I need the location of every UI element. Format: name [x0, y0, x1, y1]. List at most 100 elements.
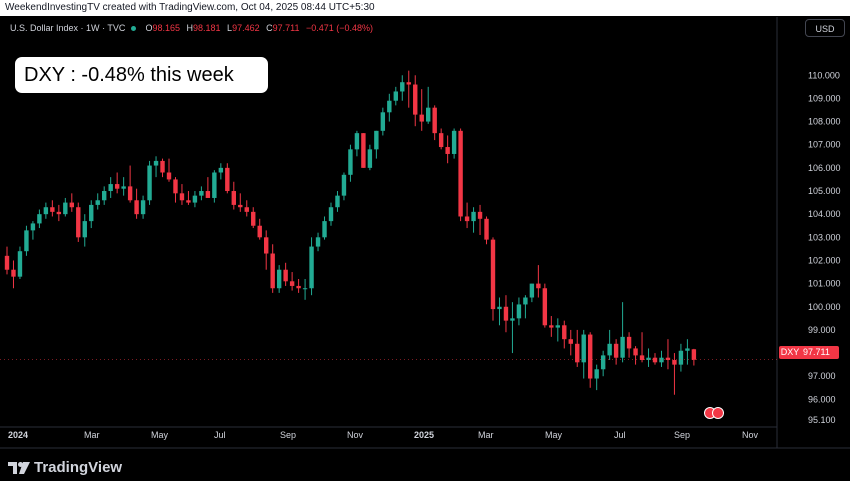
time-axis[interactable]: 2024 Mar May Jul Sep Nov 2025 Mar May Jul Sep Nov — [8, 430, 759, 440]
open-label: O — [145, 23, 153, 33]
candle-body — [348, 149, 353, 175]
candle-body — [114, 184, 120, 189]
candle-body — [251, 211, 256, 226]
candle-body — [432, 107, 437, 134]
candle-body — [581, 334, 586, 363]
candle-body — [458, 130, 463, 217]
candle-body — [678, 350, 684, 365]
candle-series — [0, 70, 777, 395]
candle-body — [426, 107, 431, 122]
candle-body — [335, 195, 340, 208]
candle-body — [212, 172, 217, 198]
candle-body — [536, 283, 541, 289]
candle-body — [380, 112, 386, 131]
y-tick-label: 103.000 — [808, 232, 841, 242]
candle-body — [309, 246, 314, 289]
candle-body — [659, 357, 664, 363]
candle-body — [283, 269, 288, 282]
candle-body — [665, 357, 671, 361]
candle-body — [121, 186, 126, 189]
symbol-interval: 1W — [86, 23, 100, 33]
y-tick-label: 108.000 — [808, 117, 841, 127]
y-tick-label: 104.000 — [808, 209, 841, 219]
candle-body — [140, 200, 146, 215]
candle-body — [238, 204, 243, 208]
y-tick-label: 105.000 — [808, 186, 841, 196]
us-flag-event-icon[interactable] — [712, 407, 724, 419]
candle-body — [620, 336, 625, 358]
candle-body — [218, 167, 224, 173]
candle-body — [264, 237, 269, 254]
change-value: −0.471 (−0.48%) — [305, 23, 374, 33]
symbol-name: U.S. Dollar Index — [10, 23, 79, 33]
candle-body — [192, 195, 198, 203]
symbol-exchange: TVC — [107, 23, 126, 33]
x-tick-label: 2024 — [8, 430, 28, 440]
candle-body — [451, 130, 457, 154]
last-price-tag: DXY 97.711 — [779, 346, 839, 359]
candle-body — [30, 223, 36, 231]
attribution-bar: WeekendInvestingTV created with TradingV… — [0, 0, 850, 16]
candle-body — [328, 207, 334, 222]
candle-body — [445, 147, 450, 154]
candle-body — [244, 207, 249, 212]
x-tick-label: Jul — [214, 430, 226, 440]
candle-body — [186, 200, 191, 203]
tradingview-logo[interactable]: TradingView — [8, 459, 122, 476]
candle-body — [562, 325, 567, 340]
x-tick-label: Nov — [742, 430, 759, 440]
low-label: L — [227, 23, 233, 33]
candle-body — [199, 191, 204, 196]
annotation-callout: DXY : -0.48% this week — [15, 57, 268, 93]
y-tick-label: 96.000 — [808, 394, 836, 404]
currency-button[interactable]: USD — [805, 19, 845, 37]
candle-body — [419, 114, 424, 122]
candle-body — [607, 343, 612, 356]
y-tick-label: 99.000 — [808, 325, 836, 335]
candle-body — [393, 91, 398, 101]
candle-body — [613, 343, 619, 358]
candle-body — [147, 165, 152, 201]
y-tick-label: 100.000 — [808, 302, 841, 312]
candle-body — [510, 318, 515, 321]
candle-body — [341, 174, 347, 196]
candle-body — [354, 133, 360, 150]
last-price-value: 97.711 — [803, 347, 830, 357]
candle-body — [691, 349, 697, 360]
candle-body — [166, 172, 172, 180]
candle-body — [600, 355, 606, 370]
y-tick-label: 110.000 — [808, 70, 840, 80]
candle-body — [153, 160, 159, 166]
candle-body — [82, 221, 87, 238]
high-value: 98.181 — [193, 23, 221, 33]
y-tick-label: 102.000 — [808, 255, 841, 265]
low-value: 97.462 — [232, 23, 260, 33]
candle-body — [387, 100, 392, 113]
price-axis[interactable]: 95.10096.00097.00098.00099.000100.000101… — [808, 70, 841, 425]
candle-body — [289, 281, 295, 286]
candle-body — [179, 193, 185, 201]
candle-body — [503, 306, 509, 321]
candle-body — [400, 82, 405, 92]
last-price-symbol: DXY — [780, 347, 800, 357]
candle-body — [89, 204, 94, 222]
candle-body — [76, 207, 81, 238]
x-tick-label: Sep — [280, 430, 296, 440]
candle-body — [37, 214, 42, 224]
candle-body — [225, 167, 230, 192]
close-value: 97.711 — [272, 23, 300, 33]
x-tick-label: Mar — [478, 430, 494, 440]
candle-body — [302, 288, 308, 290]
symbol-legend[interactable]: U.S. Dollar Index · 1W · TVC O98.165 H98… — [10, 23, 374, 33]
candle-body — [134, 200, 139, 215]
candle-body — [56, 211, 62, 215]
tradingview-logo-icon — [8, 462, 30, 475]
candle-body — [549, 325, 554, 328]
candle-body — [367, 149, 373, 168]
y-tick-label: 109.000 — [808, 93, 841, 103]
candle-body — [231, 191, 236, 205]
open-value: 98.165 — [152, 23, 180, 33]
candle-body — [322, 221, 327, 238]
candle-body — [270, 253, 275, 289]
